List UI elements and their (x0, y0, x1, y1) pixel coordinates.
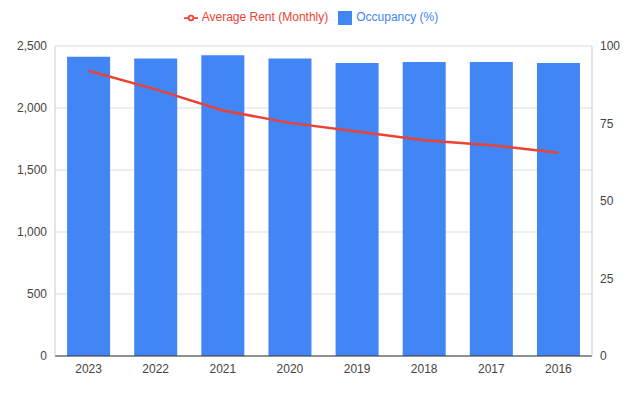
svg-text:500: 500 (27, 287, 47, 301)
svg-text:2021: 2021 (209, 362, 236, 376)
svg-text:0: 0 (40, 349, 47, 363)
svg-text:2,500: 2,500 (17, 39, 47, 53)
svg-text:2020: 2020 (277, 362, 304, 376)
svg-text:1,000: 1,000 (17, 225, 47, 239)
html-text:Average Rent (Monthly): Average Rent (Monthly) (201, 10, 329, 24)
svg-text:2018: 2018 (411, 362, 438, 376)
svg-text:2017: 2017 (478, 362, 505, 376)
svg-text:75: 75 (600, 117, 614, 131)
svg-text:25: 25 (600, 272, 614, 286)
svg-text:50: 50 (600, 194, 614, 208)
svg-text:2019: 2019 (344, 362, 371, 376)
svg-text:2022: 2022 (142, 362, 169, 376)
svg-text:2,000: 2,000 (17, 101, 47, 115)
svg-text:2016: 2016 (545, 362, 572, 376)
svg-text:100: 100 (600, 39, 620, 53)
svg-text:0: 0 (600, 349, 607, 363)
html-text:Occupancy (%): Occupancy (%) (356, 10, 439, 24)
svg-text:2023: 2023 (75, 362, 102, 376)
svg-text:1,500: 1,500 (17, 163, 47, 177)
